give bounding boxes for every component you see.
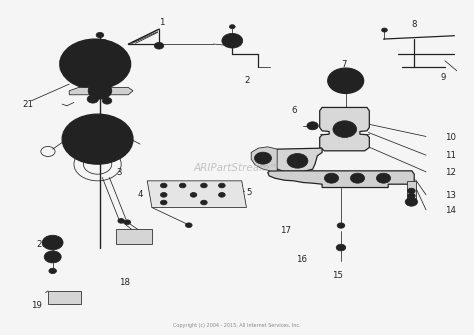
Polygon shape — [270, 148, 322, 172]
Circle shape — [60, 39, 131, 89]
Text: 10: 10 — [445, 133, 456, 142]
Text: 13: 13 — [445, 191, 456, 200]
Text: Copyright (c) 2004 - 2015, All Internet Services, Inc.: Copyright (c) 2004 - 2015, All Internet … — [173, 323, 301, 328]
Circle shape — [337, 223, 345, 228]
Text: 18: 18 — [119, 278, 130, 287]
Circle shape — [73, 122, 122, 156]
Circle shape — [408, 193, 415, 199]
Circle shape — [49, 268, 56, 274]
Circle shape — [382, 28, 387, 32]
Bar — [407, 181, 416, 201]
Bar — [48, 291, 81, 304]
Circle shape — [124, 220, 131, 224]
Polygon shape — [251, 147, 277, 171]
Circle shape — [408, 188, 415, 194]
Circle shape — [88, 82, 112, 99]
Text: 4: 4 — [138, 190, 143, 199]
Circle shape — [42, 235, 63, 250]
Text: ARIPartStream™: ARIPartStream™ — [194, 162, 280, 173]
Circle shape — [339, 125, 350, 133]
Circle shape — [333, 121, 356, 137]
Text: 16: 16 — [296, 255, 307, 264]
Circle shape — [62, 114, 133, 164]
Text: 7: 7 — [341, 60, 346, 69]
Circle shape — [307, 122, 318, 130]
Circle shape — [155, 43, 164, 49]
Text: 20: 20 — [36, 240, 47, 249]
Circle shape — [350, 173, 365, 183]
Polygon shape — [268, 171, 414, 188]
Circle shape — [228, 38, 237, 44]
Text: 17: 17 — [280, 226, 291, 236]
Text: 6: 6 — [292, 106, 297, 115]
Circle shape — [229, 25, 235, 29]
Text: 11: 11 — [445, 151, 456, 160]
Polygon shape — [319, 108, 369, 151]
Polygon shape — [69, 87, 133, 95]
Circle shape — [87, 95, 99, 103]
Circle shape — [287, 153, 308, 168]
Circle shape — [219, 183, 225, 188]
Bar — [117, 229, 152, 244]
Text: 3: 3 — [117, 168, 122, 177]
Circle shape — [328, 68, 364, 93]
Circle shape — [160, 193, 167, 197]
Circle shape — [72, 47, 119, 81]
Circle shape — [89, 60, 101, 68]
Circle shape — [160, 200, 167, 205]
Circle shape — [219, 193, 225, 197]
Circle shape — [336, 244, 346, 251]
Text: 5: 5 — [246, 188, 252, 197]
Text: 14: 14 — [445, 206, 456, 215]
Circle shape — [376, 173, 391, 183]
Circle shape — [405, 198, 418, 206]
Circle shape — [324, 173, 338, 183]
Circle shape — [44, 251, 61, 263]
Circle shape — [201, 183, 207, 188]
Circle shape — [95, 87, 105, 94]
Circle shape — [91, 135, 104, 143]
Circle shape — [102, 97, 112, 104]
Text: 21: 21 — [22, 99, 33, 109]
Circle shape — [341, 77, 350, 84]
Text: 15: 15 — [331, 271, 343, 280]
Circle shape — [185, 223, 192, 227]
Text: 8: 8 — [412, 19, 418, 28]
Circle shape — [335, 73, 356, 88]
Text: 12: 12 — [445, 168, 456, 177]
Circle shape — [118, 218, 125, 223]
Circle shape — [96, 32, 104, 38]
Circle shape — [201, 200, 207, 205]
Circle shape — [190, 193, 197, 197]
Circle shape — [83, 129, 112, 149]
Text: 9: 9 — [440, 73, 446, 82]
Circle shape — [160, 183, 167, 188]
Text: 1: 1 — [159, 18, 164, 27]
Text: 2: 2 — [244, 76, 250, 85]
Polygon shape — [147, 181, 246, 208]
Circle shape — [156, 44, 161, 47]
Circle shape — [255, 152, 272, 164]
Circle shape — [310, 124, 315, 127]
Circle shape — [81, 54, 109, 74]
Circle shape — [222, 34, 243, 48]
Circle shape — [179, 183, 186, 188]
Text: 19: 19 — [31, 302, 42, 311]
